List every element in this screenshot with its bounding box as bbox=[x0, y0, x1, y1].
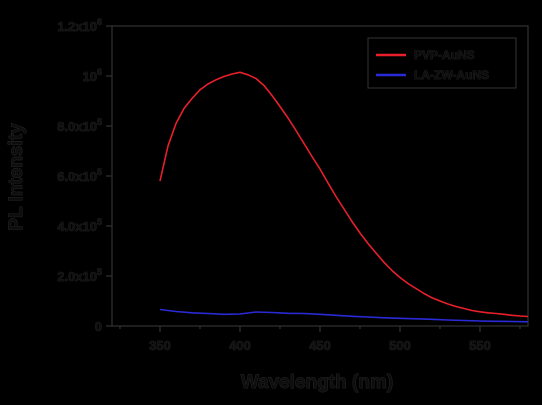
y-tick-label: 8.0x105 bbox=[57, 117, 102, 134]
legend: PVP-AuNS LA-ZW-AuNS bbox=[367, 37, 517, 89]
y-tick-label: 106 bbox=[83, 67, 102, 84]
x-axis: 350 400 450 500 550 bbox=[119, 326, 521, 353]
y-axis: 0 2.0x105 4.0x105 6.0x105 8.0x105 106 1.2x106 bbox=[57, 17, 112, 334]
x-tick-label: 550 bbox=[469, 338, 491, 353]
series-layer bbox=[159, 71, 529, 323]
series-line-la-zw-auns bbox=[159, 308, 529, 323]
legend-label: PVP-AuNS bbox=[414, 48, 475, 62]
x-tick-label: 350 bbox=[149, 338, 171, 353]
y-tick-label: 1.2x106 bbox=[57, 17, 102, 34]
x-tick-label: 450 bbox=[309, 338, 331, 353]
y-tick-label: 4.0x105 bbox=[57, 217, 102, 234]
x-tick-label: 500 bbox=[389, 338, 411, 353]
y-tick-label: 0 bbox=[95, 319, 102, 334]
x-tick-label: 400 bbox=[229, 338, 251, 353]
y-tick-label: 6.0x105 bbox=[57, 167, 102, 184]
y-tick-label: 2.0x105 bbox=[57, 267, 102, 284]
series-line-pvp-auns bbox=[159, 71, 529, 318]
y-axis-label: PL Intensity bbox=[6, 123, 27, 231]
legend-box bbox=[367, 37, 517, 89]
legend-label: LA-ZW-AuNS bbox=[414, 68, 489, 82]
x-axis-label: Wavelength (nm) bbox=[241, 372, 393, 393]
